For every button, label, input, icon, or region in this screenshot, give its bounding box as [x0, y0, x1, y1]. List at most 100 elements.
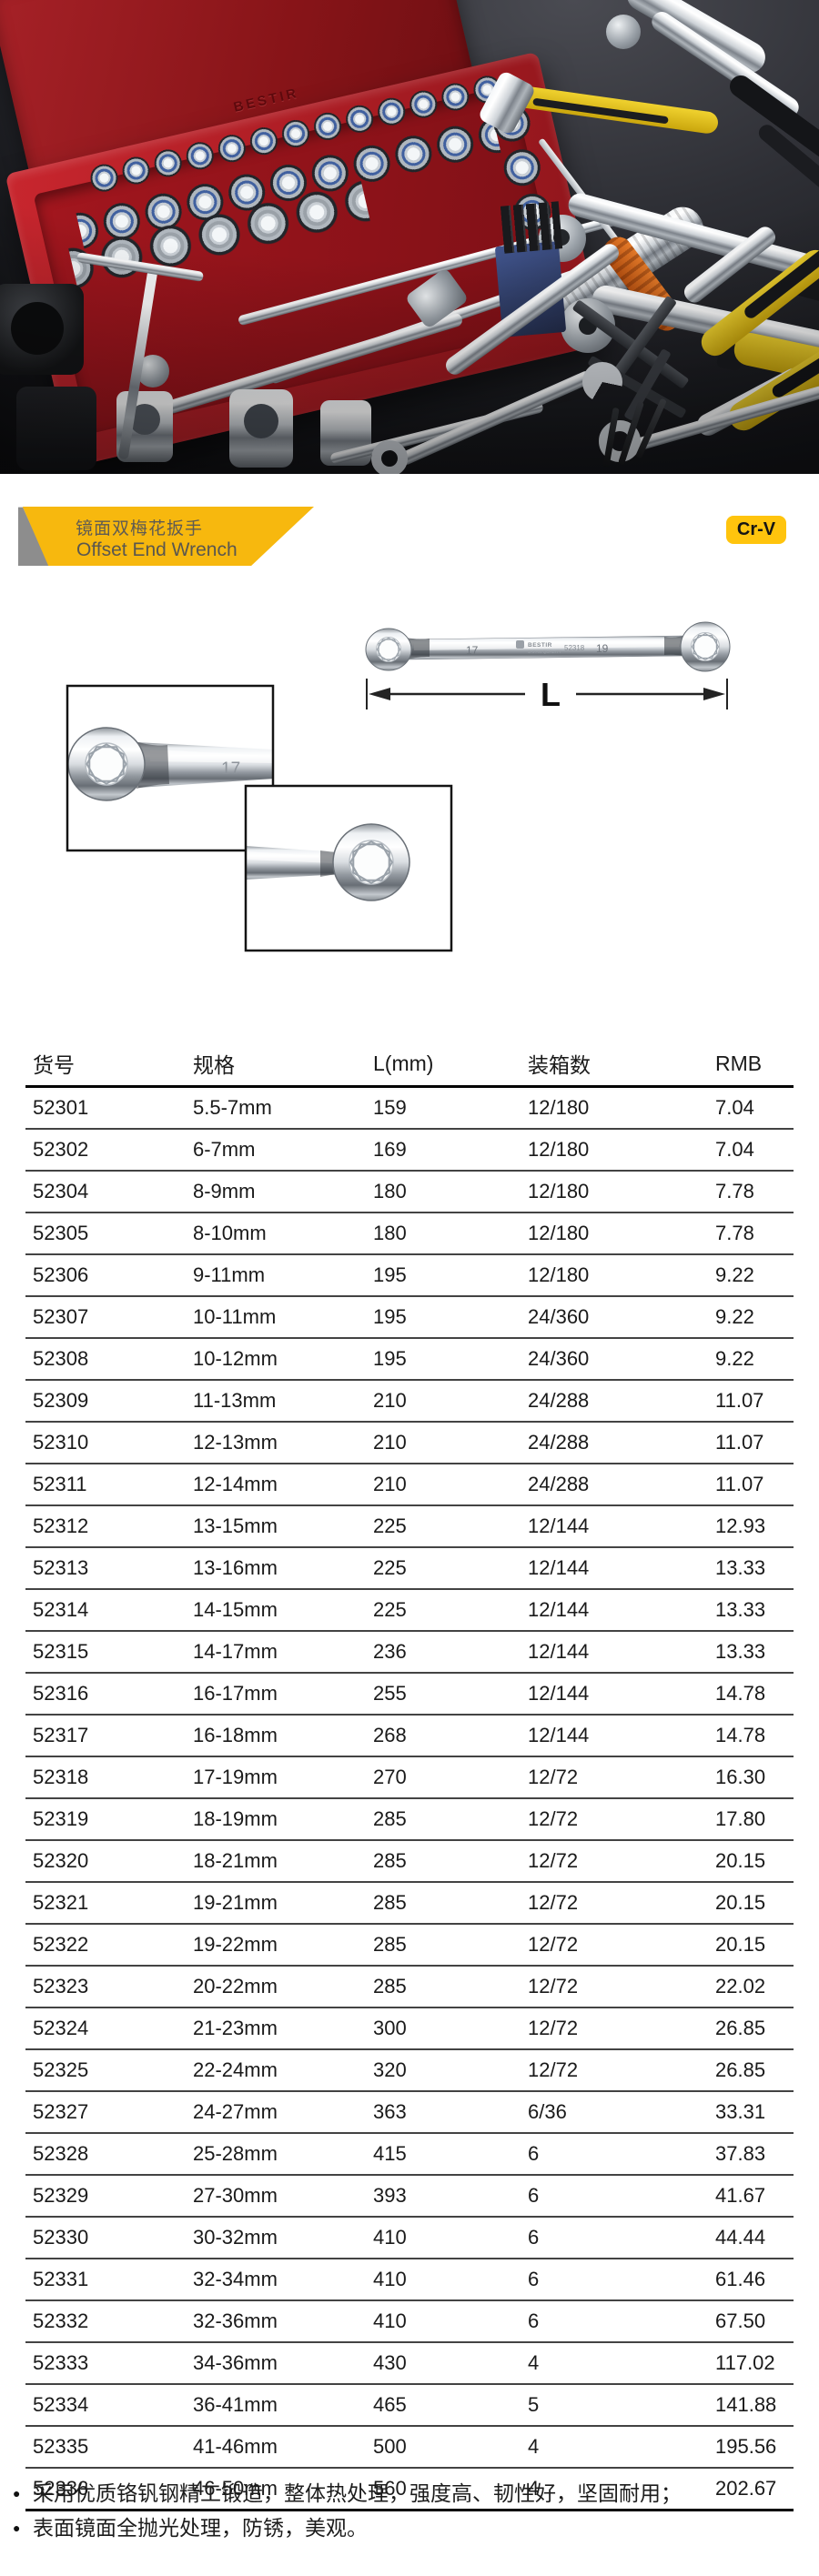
cell-item-no: 52325 [33, 2058, 89, 2081]
table-row: 52324 21-23mm 300 12/72 26.85 [25, 2007, 794, 2049]
table-row: 52314 14-15mm 225 12/144 13.33 [25, 1589, 794, 1631]
cell-spec: 8-9mm [193, 1180, 256, 1202]
cell-price: 37.83 [715, 2142, 766, 2165]
spec-table-body: 52301 5.5-7mm 159 12/180 7.04 52302 6-7m… [25, 1087, 794, 2511]
cell-pack-qty: 12/144 [528, 1724, 590, 1746]
table-row: 52304 8-9mm 180 12/180 7.78 [25, 1171, 794, 1213]
table-row: 52311 12-14mm 210 24/288 11.07 [25, 1464, 794, 1505]
cell-item-no: 52310 [33, 1431, 89, 1454]
chrome-socket-bore-graphic [244, 404, 278, 438]
model-marking: 52318 [564, 644, 585, 652]
cell-spec: 32-36mm [193, 2309, 278, 2332]
page-title-zh: 镜面双梅花扳手 [76, 519, 204, 538]
cell-price: 20.15 [715, 1933, 766, 1956]
cell-pack-qty: 12/180 [528, 1222, 590, 1244]
cell-item-no: 52306 [33, 1263, 89, 1286]
cell-spec: 5.5-7mm [193, 1096, 272, 1119]
impact-socket-bore-graphic [11, 302, 64, 355]
table-row: 52307 10-11mm 195 24/360 9.22 [25, 1296, 794, 1338]
spec-price-table: 货号 规格 L(mm) 装箱数 RMB 52301 5.5-7mm 159 12… [25, 1041, 794, 2511]
table-row: 52308 10-12mm 195 24/360 9.22 [25, 1338, 794, 1380]
detail-box-right-ring [244, 784, 453, 952]
cell-spec: 16-17mm [193, 1682, 278, 1705]
cell-length: 465 [373, 2393, 407, 2416]
cell-length: 410 [373, 2309, 407, 2332]
cell-item-no: 52320 [33, 1849, 89, 1872]
cell-length: 268 [373, 1724, 407, 1746]
cell-length: 169 [373, 1138, 407, 1161]
cell-length: 320 [373, 2058, 407, 2081]
cell-item-no: 52301 [33, 1096, 89, 1119]
size-marking-right: 19 [596, 642, 609, 655]
cell-price: 9.22 [715, 1305, 754, 1328]
cell-item-no: 52335 [33, 2435, 89, 2458]
product-figure: 17 BESTIR JAPAN QUALITY 52318 19 L [66, 621, 731, 952]
dimension-label: L [541, 676, 561, 713]
cell-length: 225 [373, 1514, 407, 1537]
cell-price: 7.78 [715, 1180, 754, 1202]
cell-pack-qty: 24/288 [528, 1431, 590, 1454]
cell-price: 26.85 [715, 2058, 766, 2081]
table-row: 52334 36-41mm 465 5 141.88 [25, 2384, 794, 2426]
cell-price: 67.50 [715, 2309, 766, 2332]
cell-length: 300 [373, 2017, 407, 2039]
cell-length: 285 [373, 1849, 407, 1872]
cell-price: 33.31 [715, 2100, 766, 2123]
cell-pack-qty: 12/144 [528, 1514, 590, 1537]
cell-length: 195 [373, 1263, 407, 1286]
cell-length: 363 [373, 2100, 407, 2123]
table-row: 52321 19-21mm 285 12/72 20.15 [25, 1882, 794, 1924]
cell-spec: 41-46mm [193, 2435, 278, 2458]
cell-spec: 8-10mm [193, 1222, 267, 1244]
table-row: 52302 6-7mm 169 12/180 7.04 [25, 1129, 794, 1171]
cell-spec: 9-11mm [193, 1263, 266, 1286]
impact-socket-graphic [16, 387, 96, 470]
material-badge: Cr-V [726, 516, 786, 544]
cell-spec: 24-27mm [193, 2100, 278, 2123]
cell-pack-qty: 6 [528, 2142, 540, 2165]
cell-price: 13.33 [715, 1640, 766, 1663]
brand-marking: BESTIR [528, 642, 552, 649]
cell-length: 285 [373, 1891, 407, 1914]
cell-length: 210 [373, 1473, 407, 1495]
cell-pack-qty: 6 [528, 2309, 540, 2332]
cell-item-no: 52316 [33, 1682, 89, 1705]
cell-item-no: 52328 [33, 2142, 89, 2165]
cell-pack-qty: 12/72 [528, 1975, 579, 1997]
table-row: 52330 30-32mm 410 6 44.44 [25, 2217, 794, 2259]
table-row: 52329 27-30mm 393 6 41.67 [25, 2175, 794, 2217]
cell-price: 9.22 [715, 1263, 754, 1286]
cell-item-no: 52333 [33, 2351, 89, 2374]
table-row: 52310 12-13mm 210 24/288 11.07 [25, 1422, 794, 1464]
cell-item-no: 52334 [33, 2393, 89, 2416]
cell-pack-qty: 12/144 [528, 1556, 590, 1579]
cell-length: 225 [373, 1598, 407, 1621]
table-row: 52309 11-13mm 210 24/288 11.07 [25, 1380, 794, 1422]
table-row: 52327 24-27mm 363 6/36 33.31 [25, 2091, 794, 2133]
cell-length: 195 [373, 1305, 407, 1328]
table-row: 52317 16-18mm 268 12/144 14.78 [25, 1715, 794, 1756]
open-end-wrench-head-graphic [582, 362, 622, 402]
cell-spec: 22-24mm [193, 2058, 278, 2081]
section-title-ribbon: 镜面双梅花扳手 Offset End Wrench [22, 507, 314, 566]
dimension-line: L [366, 676, 728, 713]
cell-pack-qty: 24/360 [528, 1347, 590, 1370]
cell-length: 500 [373, 2435, 407, 2458]
col-header-price: RMB [715, 1051, 763, 1075]
photo-vignette [0, 0, 819, 474]
table-row: 52322 19-22mm 285 12/72 20.15 [25, 1924, 794, 1966]
cell-item-no: 52323 [33, 1975, 89, 1997]
col-header-pack-qty: 装箱数 [528, 1053, 591, 1077]
cell-length: 415 [373, 2142, 407, 2165]
cell-length: 236 [373, 1640, 407, 1663]
cell-pack-qty: 12/72 [528, 1766, 579, 1788]
col-header-spec: 规格 [193, 1053, 235, 1077]
cell-pack-qty: 12/144 [528, 1598, 590, 1621]
cell-price: 9.22 [715, 1347, 754, 1370]
cell-item-no: 52322 [33, 1933, 89, 1956]
cell-item-no: 52319 [33, 1807, 89, 1830]
cell-length: 255 [373, 1682, 407, 1705]
cell-pack-qty: 6/36 [528, 2100, 567, 2123]
cell-item-no: 52309 [33, 1389, 89, 1412]
